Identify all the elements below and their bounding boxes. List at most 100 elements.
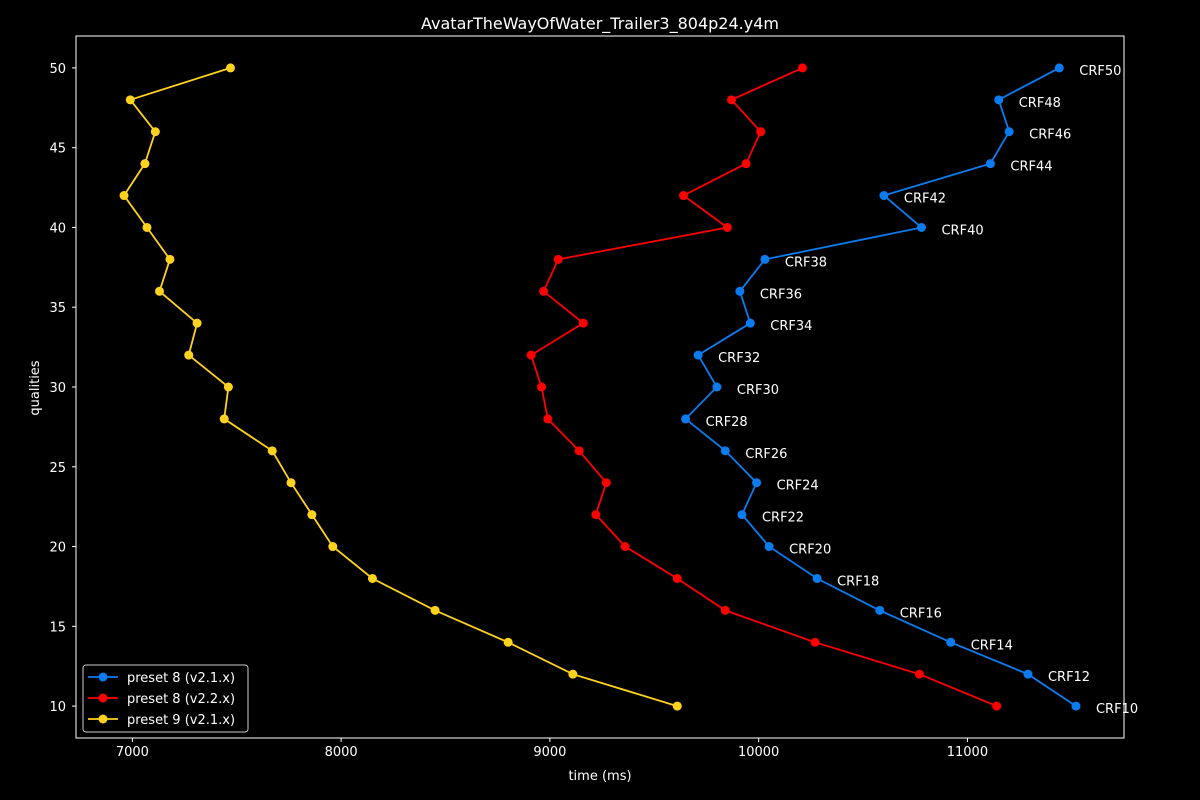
legend-marker bbox=[98, 672, 108, 682]
data-point bbox=[142, 222, 152, 232]
y-tick-label: 10 bbox=[49, 700, 66, 715]
series-layer bbox=[119, 63, 1081, 711]
data-point bbox=[286, 478, 296, 488]
data-point bbox=[1054, 63, 1064, 73]
data-point bbox=[752, 478, 762, 488]
crf-label: CRF46 bbox=[1029, 128, 1071, 143]
crf-label: CRF32 bbox=[718, 351, 760, 366]
crf-labels: CRF50 CRF48 CRF46 CRF44 CRF42 CRF40 CRF38 CRF36… bbox=[706, 64, 1139, 717]
x-tick-label: 8000 bbox=[325, 745, 358, 760]
crf-label: CRF20 bbox=[789, 543, 831, 558]
crf-label: CRF24 bbox=[777, 479, 819, 494]
crf-label: CRF18 bbox=[837, 574, 879, 589]
data-point bbox=[591, 510, 601, 520]
x-tick-label: 10000 bbox=[738, 745, 779, 760]
data-point bbox=[620, 542, 630, 552]
y-tick-label: 30 bbox=[49, 381, 66, 396]
data-point bbox=[568, 669, 578, 679]
data-point bbox=[720, 446, 730, 456]
y-tick-label: 45 bbox=[49, 142, 66, 157]
crf-label: CRF10 bbox=[1096, 702, 1138, 717]
data-point bbox=[722, 222, 732, 232]
data-point bbox=[307, 510, 317, 520]
data-point bbox=[741, 159, 751, 169]
data-point bbox=[267, 446, 277, 456]
crf-label: CRF34 bbox=[770, 319, 812, 334]
data-point bbox=[578, 318, 588, 328]
data-point bbox=[219, 414, 229, 424]
y-tick-label: 20 bbox=[49, 541, 66, 556]
data-point bbox=[537, 382, 547, 392]
data-point bbox=[155, 286, 165, 296]
data-point bbox=[720, 605, 730, 615]
data-point bbox=[764, 542, 774, 552]
data-point bbox=[430, 605, 440, 615]
data-point bbox=[223, 382, 233, 392]
legend-marker bbox=[98, 693, 108, 703]
data-point bbox=[737, 510, 747, 520]
data-point bbox=[946, 637, 956, 647]
x-axis-label: time (ms) bbox=[568, 769, 631, 784]
data-point bbox=[679, 191, 689, 201]
legend-label: preset 8 (v2.2.x) bbox=[127, 692, 235, 707]
data-point bbox=[672, 701, 682, 711]
data-point bbox=[165, 254, 175, 264]
data-point bbox=[916, 222, 926, 232]
data-point bbox=[574, 446, 584, 456]
legend: preset 8 (v2.1.x) preset 8 (v2.2.x) preset… bbox=[82, 664, 249, 733]
data-point bbox=[125, 95, 135, 105]
data-point bbox=[601, 478, 611, 488]
data-point bbox=[225, 63, 235, 73]
crf-label: CRF26 bbox=[745, 447, 787, 462]
legend-label: preset 9 (v2.1.x) bbox=[127, 713, 235, 728]
y-axis-label: qualities bbox=[28, 360, 43, 415]
data-point bbox=[914, 669, 924, 679]
crf-label: CRF14 bbox=[971, 638, 1013, 653]
data-point bbox=[543, 414, 553, 424]
crf-label: CRF50 bbox=[1079, 64, 1121, 79]
data-point bbox=[526, 350, 536, 360]
data-point bbox=[992, 701, 1002, 711]
crf-label: CRF16 bbox=[900, 606, 942, 621]
crf-label: CRF38 bbox=[785, 255, 827, 270]
data-point bbox=[994, 95, 1004, 105]
crf-label: CRF36 bbox=[760, 287, 802, 302]
crf-label: CRF28 bbox=[706, 415, 748, 430]
data-point bbox=[727, 95, 737, 105]
data-point bbox=[712, 382, 722, 392]
data-point bbox=[672, 573, 682, 583]
data-point bbox=[184, 350, 194, 360]
data-point bbox=[735, 286, 745, 296]
crf-label: CRF12 bbox=[1048, 670, 1090, 685]
y-tick-label: 50 bbox=[49, 62, 66, 77]
x-tick-label: 7000 bbox=[116, 745, 149, 760]
legend-box bbox=[82, 664, 249, 733]
data-point bbox=[745, 318, 755, 328]
x-axis-ticks: 7000 8000 9000 10000 11000 bbox=[116, 738, 988, 760]
y-tick-label: 15 bbox=[49, 620, 66, 635]
data-point bbox=[798, 63, 808, 73]
data-point bbox=[810, 637, 820, 647]
data-point bbox=[985, 159, 995, 169]
crf-label: CRF22 bbox=[762, 511, 804, 526]
y-tick-label: 40 bbox=[49, 221, 66, 236]
data-point bbox=[756, 127, 766, 137]
crf-label: CRF42 bbox=[904, 192, 946, 207]
y-tick-label: 35 bbox=[49, 301, 66, 316]
y-tick-label: 25 bbox=[49, 461, 66, 476]
data-point bbox=[1023, 669, 1033, 679]
crf-label: CRF48 bbox=[1019, 96, 1061, 111]
data-point bbox=[539, 286, 549, 296]
data-point bbox=[760, 254, 770, 264]
crf-label: CRF44 bbox=[1010, 160, 1052, 175]
crf-label: CRF40 bbox=[941, 223, 983, 238]
data-point bbox=[503, 637, 513, 647]
data-point bbox=[328, 542, 338, 552]
y-axis-ticks: 10 15 20 25 30 35 40 45 50 bbox=[49, 62, 76, 715]
legend-marker bbox=[98, 714, 108, 724]
data-point bbox=[1004, 127, 1014, 137]
data-point bbox=[693, 350, 703, 360]
data-point bbox=[367, 573, 377, 583]
legend-label: preset 8 (v2.1.x) bbox=[127, 671, 235, 686]
